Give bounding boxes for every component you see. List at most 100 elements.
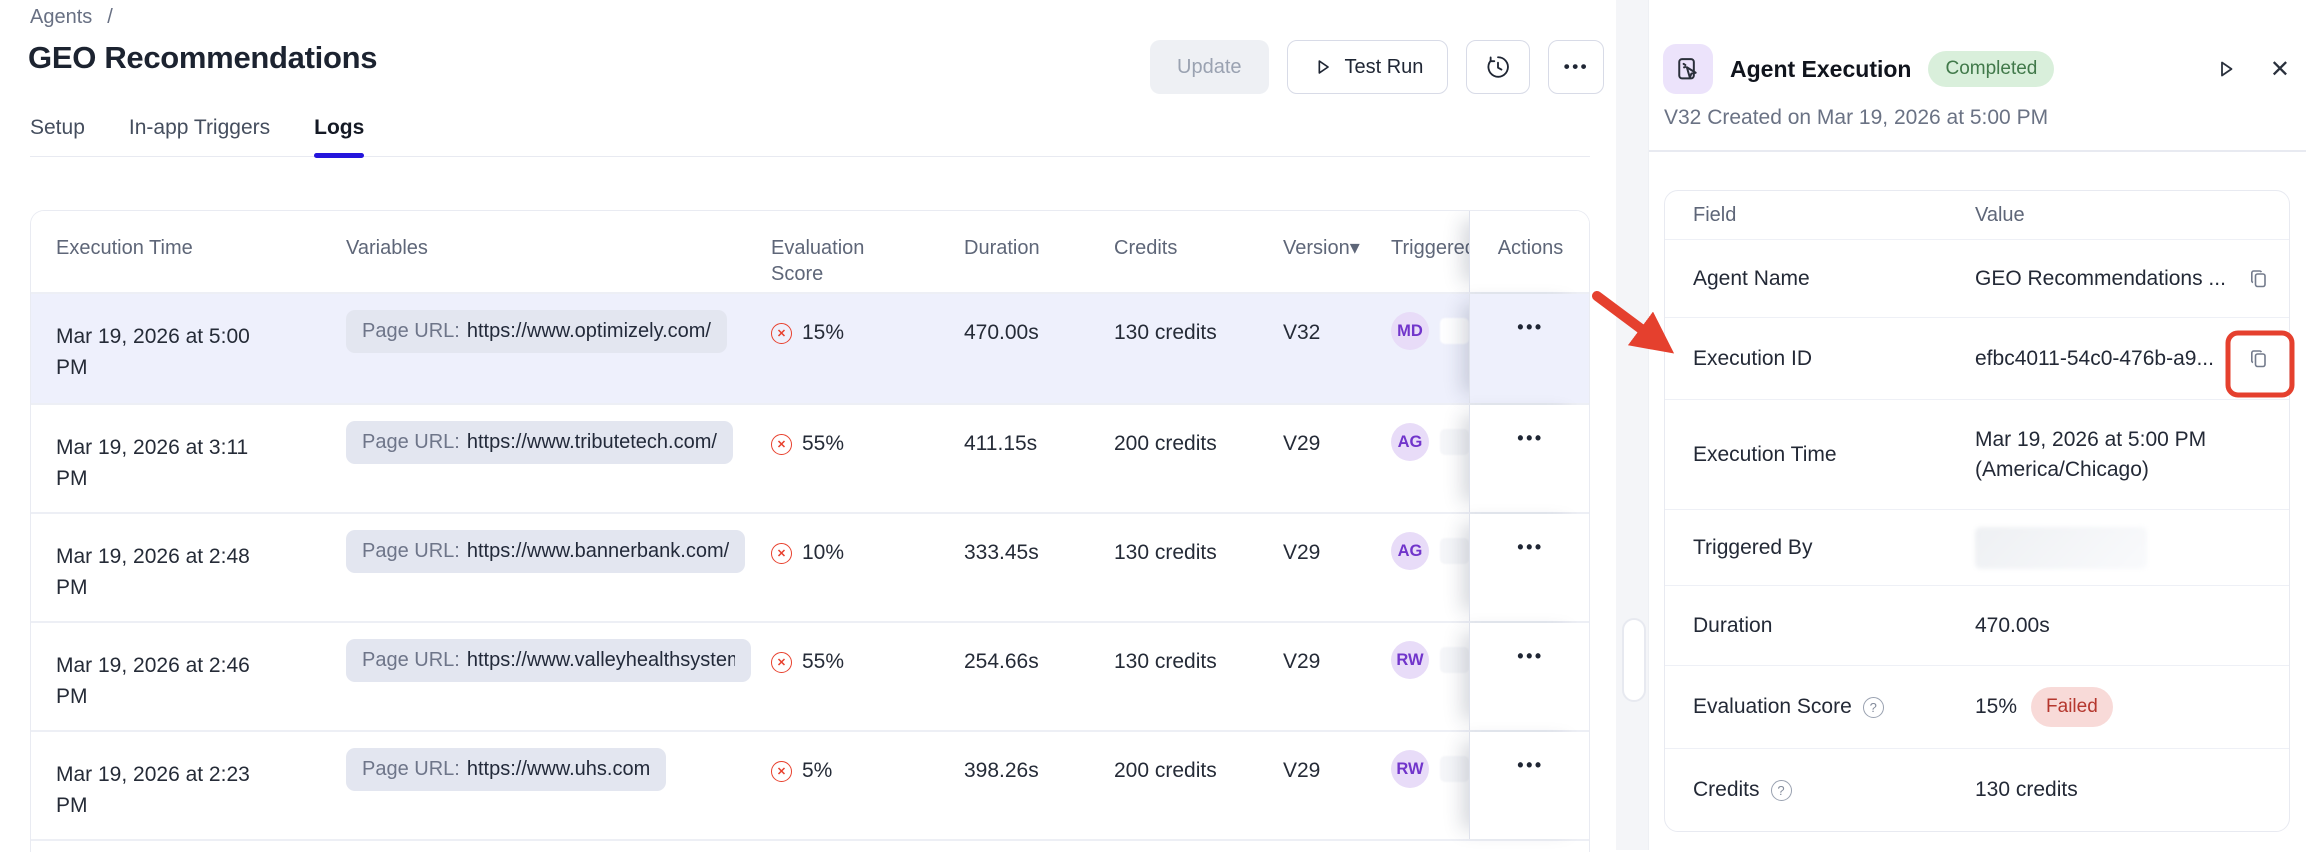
- logs-table: Execution Time Variables Evaluation Scor…: [30, 210, 1590, 852]
- tab-bar: Setup In-app Triggers Logs: [30, 116, 1590, 158]
- update-button[interactable]: Update: [1150, 40, 1269, 94]
- page-url-chip: Page URL: https://www.optimizely.com/: [346, 310, 727, 353]
- redacted-user-name: [1440, 756, 1469, 782]
- col-execution-time: Execution Time: [56, 237, 193, 259]
- score-value: 15%: [802, 321, 845, 344]
- col-version-sort[interactable]: Version▾: [1283, 237, 1360, 259]
- copy-execution-id-icon[interactable]: [2247, 347, 2271, 371]
- close-icon: ✕: [2269, 55, 2290, 83]
- duration-cell: 333.45s: [964, 541, 1039, 564]
- panel-resize-handle[interactable]: [1622, 618, 1646, 702]
- redacted-user-name: [1440, 538, 1469, 564]
- help-icon[interactable]: ?: [1770, 779, 1792, 801]
- agent-execution-icon: [1663, 44, 1713, 94]
- logs-table-header-row: Execution Time Variables Evaluation Scor…: [31, 211, 1589, 294]
- table-row[interactable]: Mar 19, 2026 at 2:46 PM Page URL: https:/…: [31, 621, 1589, 730]
- breadcrumb-separator: /: [107, 6, 113, 28]
- credits-cell: 200 credits: [1114, 432, 1217, 455]
- failed-score-icon: ✕: [771, 652, 792, 673]
- more-options-button[interactable]: •••: [1548, 40, 1605, 94]
- redacted-user-name: [1440, 647, 1469, 673]
- detail-row-agent-name: Agent Name GEO Recommendations ...: [1665, 239, 2289, 317]
- test-run-label: Test Run: [1344, 55, 1424, 78]
- panel-gutter: [1616, 0, 1648, 850]
- tab-setup[interactable]: Setup: [30, 116, 85, 139]
- avatar: RW: [1391, 641, 1429, 679]
- status-badge: Completed: [1928, 51, 2055, 87]
- version-cell: V29: [1283, 650, 1321, 673]
- redacted-user-name: [1440, 429, 1469, 455]
- table-row[interactable]: Mar 19, 2026 at 2:23 PM Page URL: https:/…: [31, 730, 1589, 839]
- table-row[interactable]: Mar 19, 2026 at 5:00 PM Page URL: https:/…: [31, 294, 1589, 403]
- table-row[interactable]: Mar 19, 2026 at 3:11 PM Page URL: https:/…: [31, 403, 1589, 512]
- breadcrumb: Agents /: [30, 6, 113, 29]
- row-actions-button[interactable]: •••: [1517, 428, 1544, 448]
- redacted-user-name: [1440, 318, 1469, 344]
- version-cell: V29: [1283, 432, 1321, 455]
- execution-time-cell: Mar 19, 2026 at 5:00 PM: [56, 325, 250, 379]
- test-run-button[interactable]: Test Run: [1286, 40, 1449, 94]
- panel-title: Agent Execution: [1730, 55, 1912, 82]
- credits-value: 130 credits: [1975, 778, 2078, 801]
- sort-caret-icon: ▾: [1349, 237, 1360, 259]
- page-url-chip: Page URL: https://www.bannerbank.com/: [346, 530, 746, 573]
- row-actions-button[interactable]: •••: [1517, 537, 1544, 557]
- avatar: RW: [1391, 750, 1429, 788]
- detail-row-duration: Duration 470.00s: [1665, 585, 2289, 665]
- run-again-button[interactable]: [2214, 57, 2238, 81]
- help-icon[interactable]: ?: [1862, 696, 1884, 718]
- duration-cell: 411.15s: [964, 432, 1038, 455]
- tab-in-app-triggers[interactable]: In-app Triggers: [128, 116, 271, 139]
- close-panel-button[interactable]: ✕: [2270, 55, 2290, 84]
- copy-icon[interactable]: [2247, 267, 2271, 291]
- score-value: 5%: [802, 759, 833, 782]
- duration-value: 470.00s: [1975, 613, 2050, 637]
- execution-details-table: Field Value Agent Name GEO Recommendatio…: [1664, 190, 2290, 832]
- duration-cell: 470.00s: [964, 321, 1039, 344]
- row-actions-button[interactable]: •••: [1517, 646, 1544, 666]
- credits-cell: 130 credits: [1114, 541, 1217, 564]
- page-url-chip: Page URL: https://www.tributetech.com/: [346, 421, 733, 464]
- details-header-row: Field Value: [1665, 191, 2289, 239]
- partial-next-row: [31, 839, 1589, 849]
- execution-time-cell: Mar 19, 2026 at 2:46 PM: [56, 654, 250, 708]
- version-cell: V29: [1283, 759, 1321, 782]
- ellipsis-icon: •••: [1563, 57, 1590, 76]
- version-created-subtitle: V32 Created on Mar 19, 2026 at 5:00 PM: [1664, 106, 2049, 129]
- detail-row-execution-time: Execution Time Mar 19, 2026 at 5:00 PM (…: [1665, 399, 2289, 509]
- credits-cell: 130 credits: [1114, 321, 1217, 344]
- credits-cell: 130 credits: [1114, 650, 1217, 673]
- history-icon: [1485, 54, 1511, 80]
- score-value: 10%: [802, 541, 845, 564]
- row-actions-button[interactable]: •••: [1517, 317, 1544, 337]
- history-button[interactable]: [1466, 40, 1531, 94]
- failed-score-icon: ✕: [771, 761, 792, 782]
- version-cell: V32: [1283, 321, 1321, 344]
- execution-time-cell: Mar 19, 2026 at 3:11 PM: [56, 436, 249, 490]
- toolbar: Update Test Run •••: [1150, 40, 1605, 94]
- execution-time-cell: Mar 19, 2026 at 2:48 PM: [56, 545, 250, 599]
- panel-header: Agent Execution Completed ✕: [1663, 44, 2290, 94]
- tab-logs[interactable]: Logs: [314, 116, 365, 158]
- detail-row-credits: Credits ? 130 credits: [1665, 748, 2289, 831]
- detail-row-triggered-by: Triggered By: [1665, 509, 2289, 585]
- col-duration: Duration: [964, 237, 1040, 259]
- page-url-chip: Page URL: https://www.uhs.com: [346, 748, 667, 791]
- avatar: MD: [1391, 312, 1429, 350]
- detail-row-execution-id: Execution ID efbc4011-54c0-476b-a9...: [1665, 317, 2289, 399]
- table-row[interactable]: Mar 19, 2026 at 2:48 PM Page URL: https:/…: [31, 512, 1589, 621]
- page-title: GEO Recommendations: [28, 40, 378, 75]
- duration-cell: 254.66s: [964, 650, 1039, 673]
- col-variables: Variables: [346, 237, 428, 259]
- version-cell: V29: [1283, 541, 1321, 564]
- failed-score-icon: ✕: [771, 434, 792, 455]
- breadcrumb-agents-link[interactable]: Agents: [30, 6, 93, 28]
- row-actions-button[interactable]: •••: [1517, 755, 1544, 775]
- failed-score-icon: ✕: [771, 323, 792, 344]
- col-actions: Actions: [1469, 211, 1589, 292]
- credits-cell: 200 credits: [1114, 759, 1217, 782]
- col-credits: Credits: [1114, 237, 1178, 259]
- duration-cell: 398.26s: [964, 759, 1039, 782]
- agent-name-value: GEO Recommendations ...: [1975, 266, 2226, 290]
